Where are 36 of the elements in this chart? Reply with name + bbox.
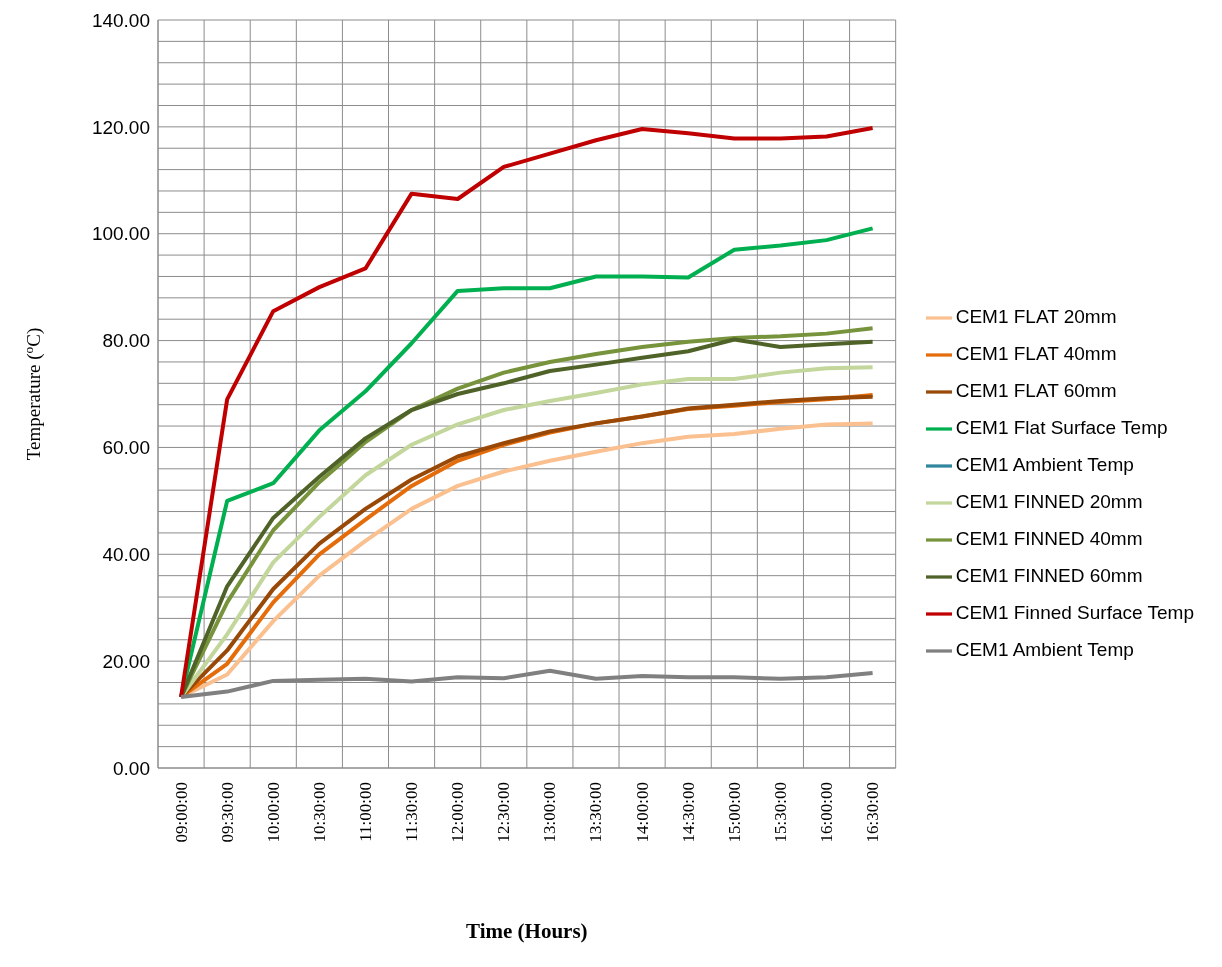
x-tick-label: 11:00:00 xyxy=(355,782,375,842)
x-tick-label: 10:00:00 xyxy=(263,782,283,843)
x-tick-label: 10:30:00 xyxy=(309,782,329,843)
legend-label: CEM1 Ambient Temp xyxy=(955,639,1134,660)
x-tick-label: 16:30:00 xyxy=(863,782,883,843)
legend-label: CEM1 FLAT 60mm xyxy=(955,380,1117,401)
y-tick-label: 0.00 xyxy=(113,757,150,779)
x-tick-label: 09:30:00 xyxy=(217,782,237,843)
legend-label: CEM1 FLAT 40mm xyxy=(955,343,1117,364)
y-tick-label: 60.00 xyxy=(102,437,150,459)
legend-label: CEM1 Ambient Temp xyxy=(955,454,1134,475)
legend-label: CEM1 FINNED 40mm xyxy=(955,528,1143,549)
y-tick-label: 20.00 xyxy=(102,650,150,672)
y-tick-label: 100.00 xyxy=(91,223,150,245)
legend-label: CEM1 Finned Surface Temp xyxy=(955,602,1194,623)
y-tick-label: 80.00 xyxy=(102,330,150,352)
x-tick-label: 15:30:00 xyxy=(770,782,790,843)
x-tick-label: 14:30:00 xyxy=(678,782,698,843)
x-tick-label: 16:00:00 xyxy=(817,782,837,843)
x-tick-label: 12:00:00 xyxy=(448,782,468,843)
y-tick-label: 140.00 xyxy=(91,9,150,31)
x-tick-label: 13:30:00 xyxy=(586,782,606,843)
x-axis-title: Time (Hours) xyxy=(466,919,588,943)
y-tick-label: 40.00 xyxy=(102,544,150,566)
legend-label: CEM1 FLAT 20mm xyxy=(955,306,1117,327)
line-series xyxy=(179,125,875,699)
x-tick-label: 15:00:00 xyxy=(724,782,744,843)
x-tick-label: 09:00:00 xyxy=(171,782,191,843)
x-tick-label: 14:00:00 xyxy=(632,782,652,843)
x-tick-label: 13:00:00 xyxy=(540,782,560,843)
y-tick-label: 120.00 xyxy=(91,116,150,138)
legend-label: CEM1 Flat Surface Temp xyxy=(955,417,1168,438)
legend-label: CEM1 FINNED 60mm xyxy=(955,565,1143,586)
x-tick-label: 12:30:00 xyxy=(494,782,514,843)
legend-label: CEM1 FINNED 20mm xyxy=(955,491,1143,512)
x-tick-label: 11:30:00 xyxy=(402,782,422,842)
